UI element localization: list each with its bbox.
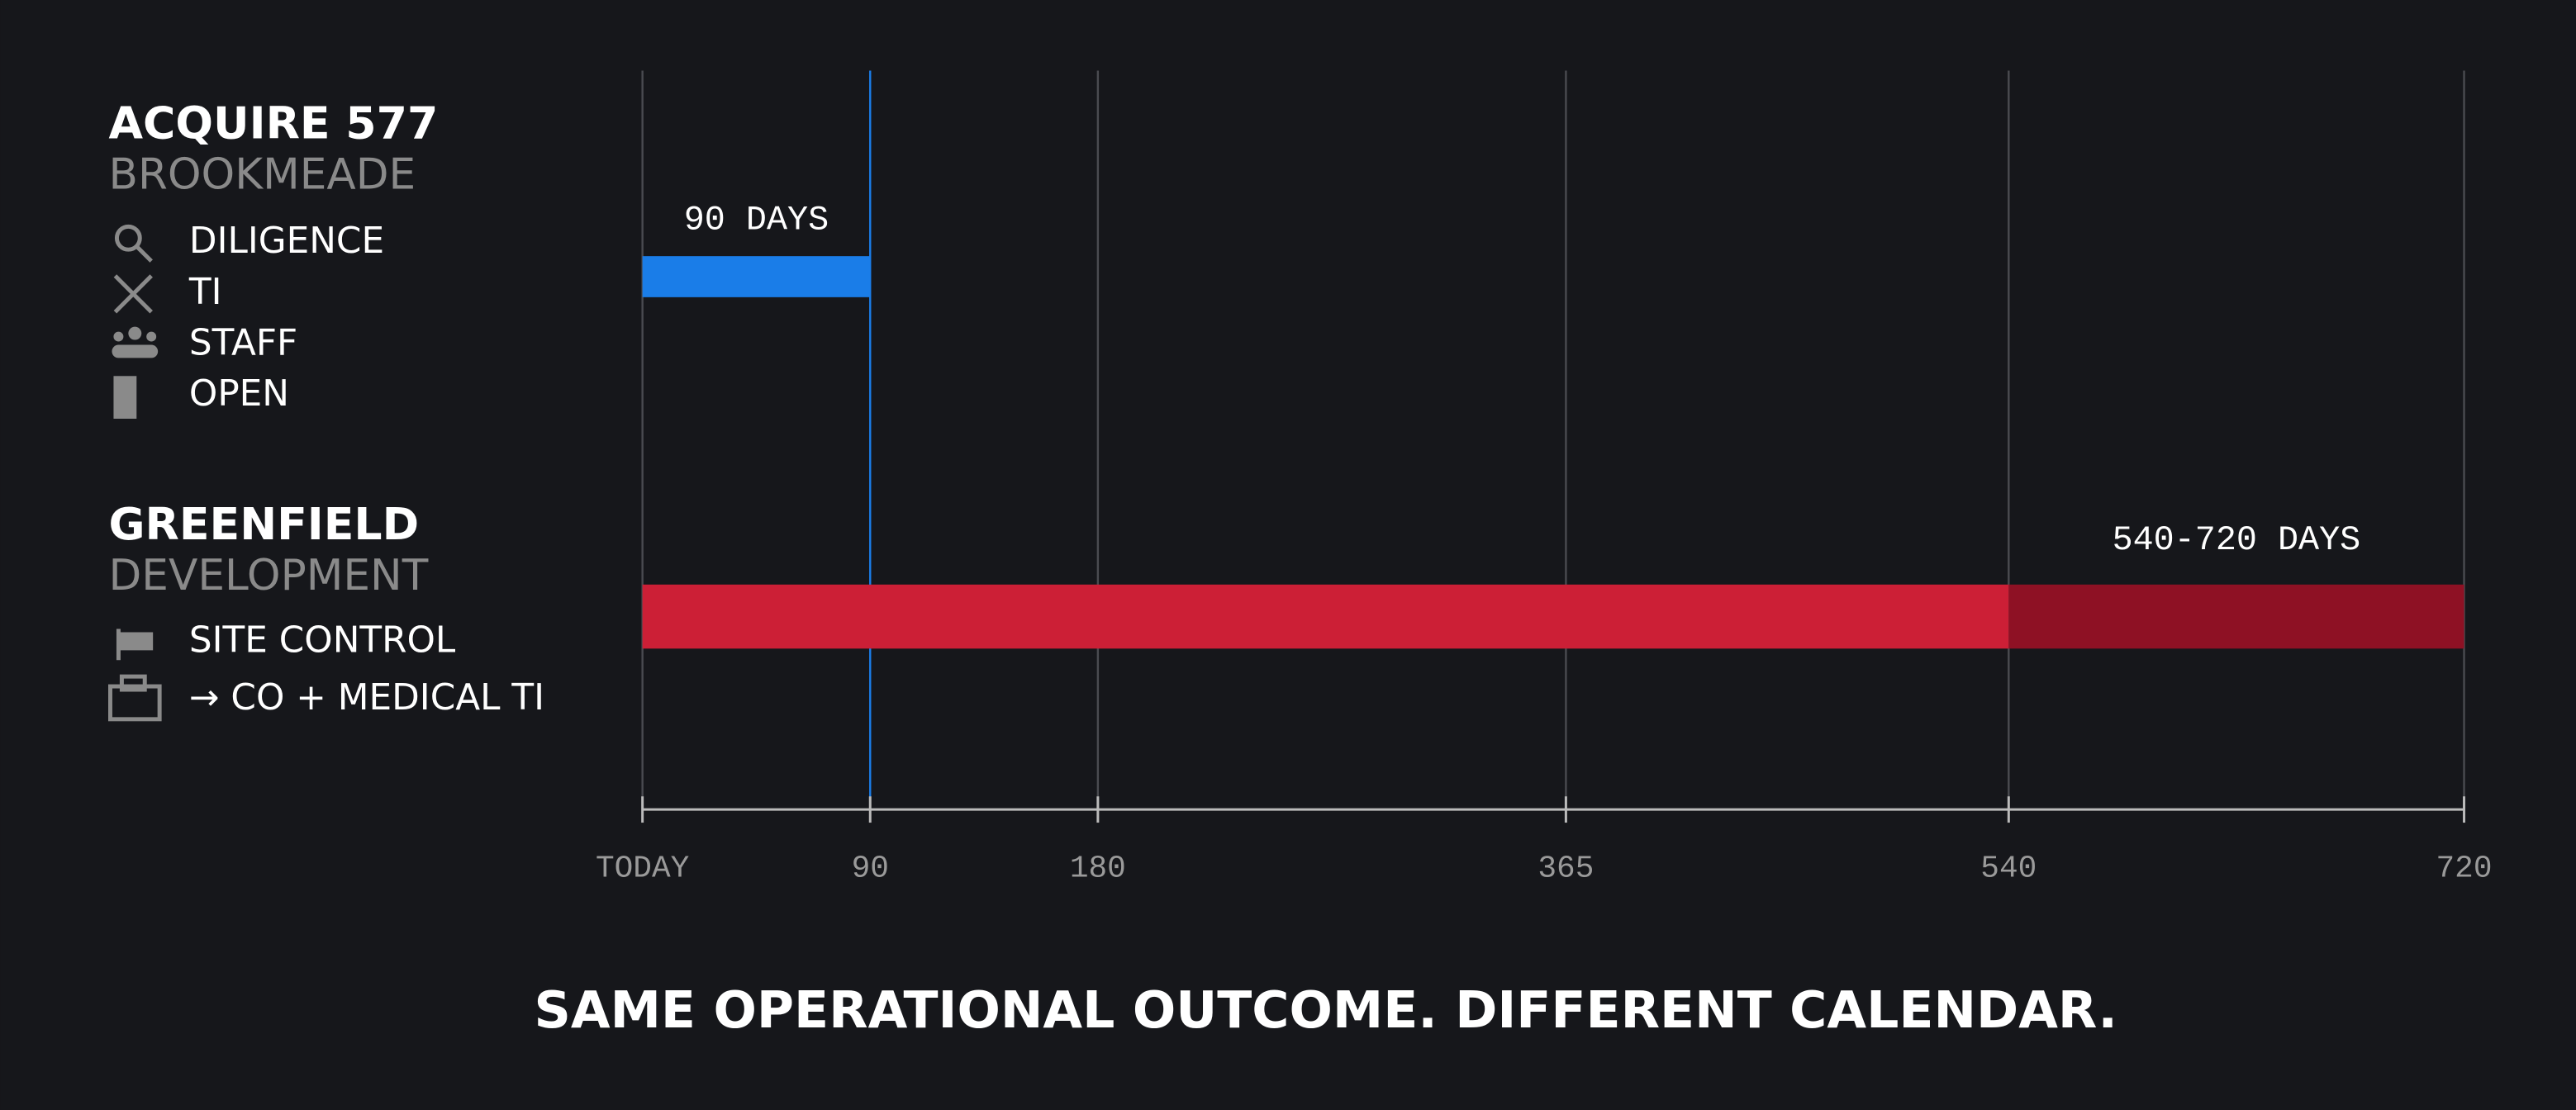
bar — [642, 584, 2009, 649]
step-label: SITE CONTROL — [189, 619, 456, 661]
x-tick-label: 180 — [1070, 852, 1126, 887]
x-tick-label: 365 — [1538, 852, 1594, 887]
icons-filled — [112, 326, 159, 651]
group-title: ACQUIRE 577 — [108, 97, 438, 149]
step-label: DILIGENCE — [189, 220, 384, 262]
staff-icon — [112, 344, 159, 358]
staff-icon — [128, 326, 142, 340]
door-icon — [113, 376, 137, 419]
building-icon — [108, 684, 162, 722]
bar — [642, 256, 871, 297]
search-icon — [114, 224, 142, 252]
x-tick-label: 540 — [1980, 852, 2037, 887]
bar-label: 540-720 DAYS — [2113, 520, 2361, 560]
chart-title: SAME OPERATIONAL OUTCOME. DIFFERENT CALE… — [535, 980, 2117, 1040]
step-label: → CO + MEDICAL TI — [189, 676, 544, 719]
step-label: STAFF — [189, 322, 297, 364]
staff-icon — [146, 331, 157, 342]
group-subtitle: DEVELOPMENT — [108, 551, 428, 600]
icons — [108, 224, 162, 722]
bar-label: 90 DAYS — [684, 200, 829, 240]
building-icon — [119, 674, 147, 692]
flag-icon — [120, 632, 154, 651]
group-title: GREENFIELD — [108, 498, 419, 550]
search-icon — [135, 244, 153, 263]
step-label: OPEN — [189, 372, 289, 415]
bar-extension — [2008, 584, 2464, 649]
staff-icon — [113, 331, 124, 342]
group-subtitle: BROOKMEADE — [108, 150, 416, 200]
x-tick-label: 720 — [2436, 852, 2493, 887]
x-tick-label: 90 — [852, 852, 889, 887]
x-tick-label: TODAY — [596, 852, 689, 887]
tools-icon — [113, 274, 153, 314]
step-label: TI — [188, 271, 222, 313]
